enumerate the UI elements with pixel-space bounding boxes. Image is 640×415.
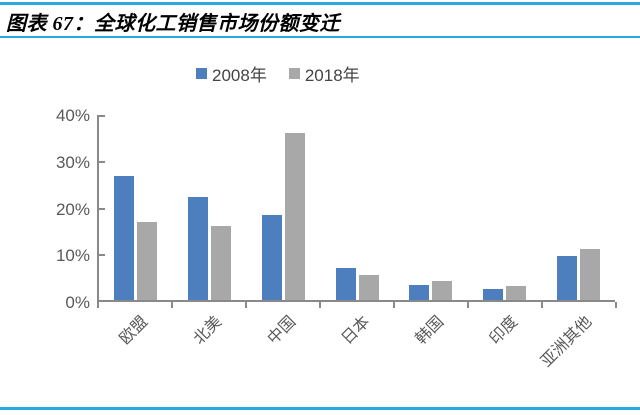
category-group-2 bbox=[246, 115, 320, 300]
x-axis-tick-5 bbox=[467, 302, 469, 308]
footer-rule bbox=[0, 407, 640, 410]
plot-area bbox=[97, 115, 617, 308]
bar-series0-cat0 bbox=[114, 176, 135, 300]
bar-series0-cat2 bbox=[261, 214, 282, 300]
bar-series1-cat5 bbox=[505, 286, 526, 300]
legend-label-2008: 2008年 bbox=[212, 66, 267, 85]
category-group-1 bbox=[173, 115, 247, 300]
bar-series1-cat3 bbox=[358, 274, 379, 300]
y-axis-stub bbox=[97, 302, 99, 308]
x-axis-tick-2 bbox=[245, 302, 247, 308]
bars-layer bbox=[99, 115, 615, 300]
x-axis-labels: 欧盟 北美 中国 日本 韩国 印度 亚洲其他 bbox=[97, 310, 615, 405]
bar-series1-cat6 bbox=[579, 248, 600, 300]
x-axis-label-0: 欧盟 bbox=[116, 313, 152, 348]
x-axis-label-3: 日本 bbox=[338, 313, 374, 348]
y-axis-tick-40% bbox=[99, 115, 105, 117]
y-axis-label-20%: 20% bbox=[55, 199, 90, 219]
y-axis-labels: 0% 10% 20% 30% 40% bbox=[24, 107, 90, 311]
category-group-5 bbox=[468, 115, 542, 300]
bar-series1-cat0 bbox=[137, 221, 158, 300]
legend-item-2008: 2008年 bbox=[196, 61, 267, 86]
bar-series0-cat1 bbox=[188, 197, 209, 300]
legend-swatch-2008 bbox=[196, 68, 207, 79]
x-axis-tick-1 bbox=[171, 302, 173, 308]
header-bottom-rule bbox=[0, 36, 640, 38]
bar-series0-cat3 bbox=[335, 267, 356, 300]
y-axis-label-10%: 10% bbox=[55, 246, 90, 266]
x-axis-tick-3 bbox=[319, 302, 321, 308]
legend-label-2018: 2018年 bbox=[304, 66, 360, 85]
x-axis-label-2: 中国 bbox=[264, 313, 300, 348]
bar-series0-cat6 bbox=[556, 255, 577, 300]
y-axis-tick-10% bbox=[99, 254, 105, 257]
category-group-0 bbox=[99, 115, 173, 300]
bar-series1-cat1 bbox=[211, 225, 232, 300]
category-group-6 bbox=[541, 115, 615, 300]
header-top-rule bbox=[0, 2, 640, 5]
x-axis-tick-6 bbox=[541, 302, 543, 308]
x-axis-tick-7 bbox=[615, 302, 617, 308]
legend-swatch-2018 bbox=[288, 68, 300, 79]
y-axis-tick-30% bbox=[99, 160, 105, 163]
y-axis-tick-20% bbox=[99, 207, 105, 210]
y-axis-label-0%: 0% bbox=[65, 293, 90, 312]
bar-series0-cat5 bbox=[482, 288, 503, 300]
legend-item-2018: 2018年 bbox=[288, 61, 360, 86]
x-axis-tick-4 bbox=[393, 302, 395, 308]
x-axis-label-1: 北美 bbox=[190, 313, 226, 348]
x-axis-label-4: 韩国 bbox=[412, 313, 448, 348]
category-group-3 bbox=[320, 115, 394, 300]
figure-title: 图表 67：全球化工销售市场份额变迁 bbox=[6, 13, 340, 35]
y-axis-label-30%: 30% bbox=[55, 152, 90, 172]
bar-series1-cat4 bbox=[432, 281, 453, 300]
x-axis-label-6: 亚洲其他 bbox=[538, 313, 596, 371]
chart-legend: 2008年 2018年 bbox=[196, 61, 360, 86]
y-axis-label-40%: 40% bbox=[55, 106, 90, 125]
category-group-4 bbox=[394, 115, 468, 300]
x-axis-label-5: 印度 bbox=[486, 313, 522, 348]
bar-series1-cat2 bbox=[284, 132, 305, 300]
bar-series0-cat4 bbox=[409, 285, 430, 300]
